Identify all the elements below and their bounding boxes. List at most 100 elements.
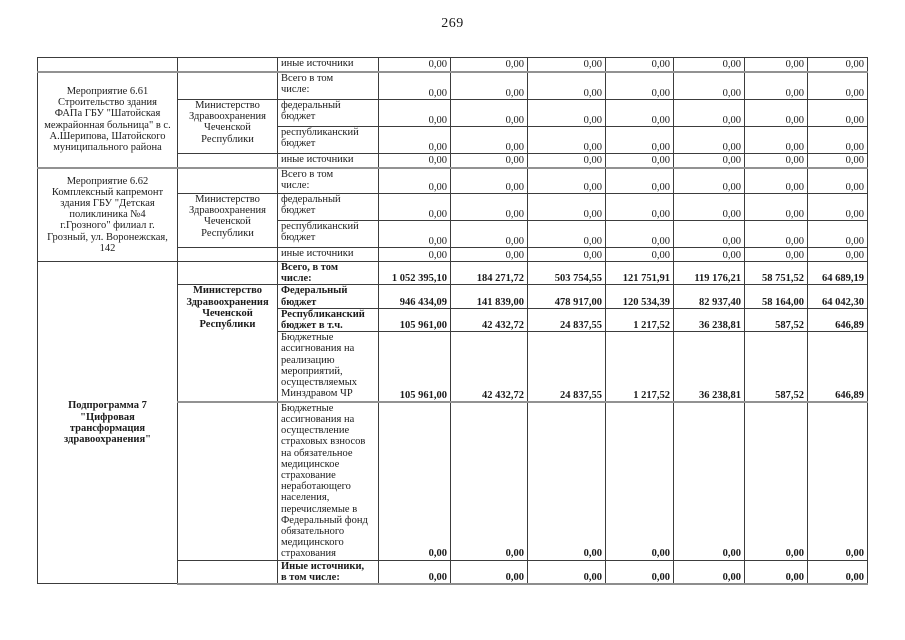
table-row: Республиканский бюджет в т.ч. 105 961,00…	[38, 307, 868, 333]
value-cell: 0,00	[807, 193, 868, 221]
value-cell: 64 042,30	[807, 284, 868, 309]
budget-source-cell: Иные источники, в том числе:	[277, 559, 379, 585]
value-cell: 0,00	[450, 153, 528, 168]
value-cell: 0,00	[527, 193, 606, 221]
budget-source-cell: Всего в том числе:	[277, 166, 379, 194]
value-cell: 0,00	[605, 153, 674, 168]
value-cell: 0,00	[673, 153, 745, 168]
table-row: Подпрограмма 7 "Цифровая трансформация з…	[37, 260, 868, 585]
value-cell: 119 176,21	[673, 260, 745, 286]
value-cell: 0,00	[605, 247, 674, 262]
value-cell: 0,00	[527, 559, 606, 585]
budget-source-cell: иные источники	[277, 247, 379, 262]
value-cell: 0,00	[807, 57, 868, 72]
budget-source-cell: иные источники	[277, 153, 379, 168]
value-cell: 0,00	[744, 57, 808, 72]
value-cell: 42 432,72	[450, 331, 528, 403]
value-cell: 0,00	[807, 126, 868, 154]
value-cell: 478 917,00	[527, 284, 606, 309]
value-cell: 121 751,91	[605, 260, 674, 286]
empty-cell	[177, 70, 278, 100]
value-cell: 646,89	[807, 331, 868, 403]
value-cell: 0,00	[744, 153, 808, 168]
value-cell: 0,00	[744, 220, 808, 248]
value-cell: 0,00	[605, 193, 674, 221]
value-cell: 0,00	[744, 400, 808, 561]
empty-cell	[177, 559, 278, 585]
value-cell: 0,00	[450, 559, 528, 585]
value-cell: 0,00	[744, 99, 808, 127]
value-cell: 0,00	[807, 400, 868, 561]
value-cell: 0,00	[807, 559, 868, 585]
budget-source-cell: Республиканский бюджет в т.ч.	[277, 307, 379, 333]
value-cell: 0,00	[605, 126, 674, 154]
value-cell: 0,00	[673, 99, 745, 127]
value-cell: 0,00	[673, 193, 745, 221]
value-cell: 0,00	[450, 220, 528, 248]
value-cell: 0,00	[378, 57, 451, 72]
value-cell: 0,00	[378, 559, 451, 585]
value-cell: 0,00	[807, 99, 868, 127]
value-cell: 36 238,81	[673, 307, 745, 333]
value-cell: 0,00	[807, 220, 868, 248]
table-row: Министерство Здравоохранения Чеченской Р…	[38, 193, 868, 248]
value-cell: 0,00	[450, 193, 528, 221]
empty-cell	[177, 260, 278, 286]
ministry-cell: Министерство Здравоохранения Чеченской Р…	[177, 193, 278, 248]
value-cell: 0,00	[527, 247, 606, 262]
value-cell: 0,00	[605, 70, 674, 100]
budget-source-cell: иные источники	[277, 57, 379, 72]
empty-cell	[37, 57, 178, 72]
value-cell: 0,00	[450, 99, 528, 127]
table-row: Мероприятие 6.61 Строительство здания ФА…	[37, 70, 868, 168]
value-cell: 0,00	[378, 153, 451, 168]
budget-source-cell: Бюджетные ассигнования на реализацию мер…	[277, 331, 379, 403]
value-cell: 120 534,39	[605, 284, 674, 309]
value-cell: 1 052 395,10	[378, 260, 451, 286]
table-row: иные источники 0,00 0,00 0,00 0,00 0,00 …	[37, 57, 868, 72]
value-cell: 36 238,81	[673, 331, 745, 403]
value-cell: 0,00	[744, 193, 808, 221]
table-row: Бюджетные ассигнования на осуществление …	[38, 400, 868, 561]
value-cell: 0,00	[744, 126, 808, 154]
value-cell: 24 837,55	[527, 331, 606, 403]
value-cell: 105 961,00	[378, 331, 451, 403]
value-cell: 0,00	[378, 166, 451, 194]
value-cell: 0,00	[673, 220, 745, 248]
page-number: 269	[441, 16, 464, 31]
ministry-cell: Министерство Здравоохранения Чеченской Р…	[177, 99, 278, 154]
value-cell: 0,00	[744, 166, 808, 194]
budget-source-cell: федеральный бюджет	[277, 99, 379, 127]
value-cell: 0,00	[605, 220, 674, 248]
value-cell: 82 937,40	[673, 284, 745, 309]
value-cell: 0,00	[605, 57, 674, 72]
budget-source-cell: федеральный бюджет	[277, 193, 379, 221]
value-cell: 0,00	[378, 220, 451, 248]
value-cell: 0,00	[450, 57, 528, 72]
value-cell: 0,00	[673, 57, 745, 72]
program-title-cell: Мероприятие 6.61 Строительство здания ФА…	[37, 70, 178, 168]
program-title-cell: Подпрограмма 7 "Цифровая трансформация з…	[37, 260, 178, 585]
table-row: Иные источники, в том числе: 0,00 0,00 0…	[38, 559, 868, 585]
value-cell: 42 432,72	[450, 307, 528, 333]
value-cell: 0,00	[527, 70, 606, 100]
budget-table: иные источники 0,00 0,00 0,00 0,00 0,00 …	[37, 57, 868, 585]
value-cell: 0,00	[378, 193, 451, 221]
value-cell: 587,52	[744, 307, 808, 333]
value-cell: 0,00	[527, 220, 606, 248]
empty-cell	[177, 247, 278, 262]
value-cell: 0,00	[527, 400, 606, 561]
value-cell: 0,00	[378, 99, 451, 127]
ministry-cell: Министерство Здравоохранения Чеченской Р…	[177, 284, 278, 403]
value-cell: 0,00	[673, 247, 745, 262]
value-cell: 0,00	[527, 126, 606, 154]
value-cell: 0,00	[807, 166, 868, 194]
value-cell: 0,00	[605, 166, 674, 194]
table-row: республиканский бюджет 0,00 0,00 0,00 0,…	[38, 126, 868, 154]
value-cell: 0,00	[378, 126, 451, 154]
value-cell: 0,00	[673, 166, 745, 194]
value-cell: 0,00	[450, 400, 528, 561]
value-cell: 105 961,00	[378, 307, 451, 333]
empty-cell	[177, 57, 278, 72]
table-row: республиканский бюджет 0,00 0,00 0,00 0,…	[38, 220, 868, 248]
